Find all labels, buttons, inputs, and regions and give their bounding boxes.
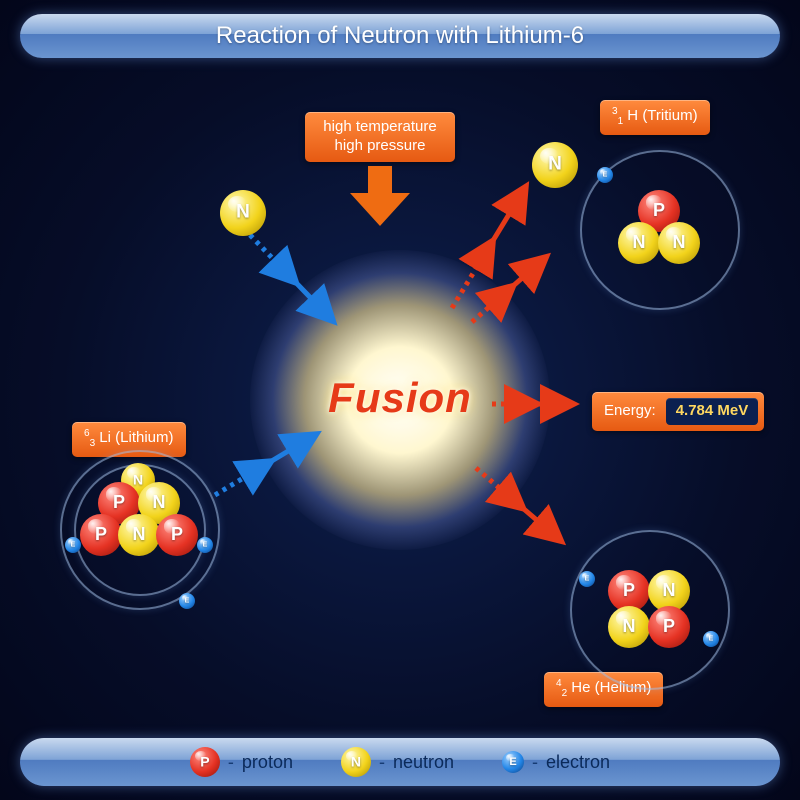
free-neutron: N [220,190,266,236]
conditions-label: high temperature high pressure [305,112,455,162]
electron-icon: E [502,751,524,773]
electron-icon: E [65,537,81,553]
down-arrow-icon [350,166,410,226]
electron-icon: E [197,537,213,553]
helium-atom: PNNPEE [570,530,730,690]
neutron-icon: N [658,222,700,264]
energy-label: Energy: 4.784 MeV [592,392,764,431]
neutron-icon: N [532,142,578,188]
neutron-icon: N [118,514,160,556]
legend-neutron: N - neutron [341,747,454,777]
electron-icon: E [179,593,195,609]
energy-value: 4.784 MeV [666,398,759,425]
proton-icon: P [648,606,690,648]
neutron-icon: N [608,606,650,648]
energy-text: Energy: [604,402,656,421]
electron-icon: E [703,631,719,647]
neutron-icon: N [341,747,371,777]
tritium-label: 31 H (Tritium) [600,100,710,135]
proton-icon: P [190,747,220,777]
conditions-line1: high temperature [317,118,443,137]
title-text: Reaction of Neutron with Lithium-6 [216,22,584,50]
fusion-text: Fusion [328,374,472,422]
neutron-icon: N [220,190,266,236]
free-neutron: N [532,142,578,188]
legend-electron: E - electron [502,751,610,773]
title-bar: Reaction of Neutron with Lithium-6 [20,14,780,58]
electron-icon: E [579,571,595,587]
neutron-icon: N [618,222,660,264]
electron-icon: E [597,167,613,183]
diagram-stage: Reaction of Neutron with Lithium-6 high … [0,0,800,800]
legend-bar: P - proton N - neutron E - electron [20,738,780,786]
proton-icon: P [156,514,198,556]
tritium-atom: PNNE [580,150,740,310]
legend-proton: P - proton [190,747,293,777]
proton-icon: P [80,514,122,556]
lithium-atom: PNPNPNEEE [60,450,220,610]
conditions-line2: high pressure [317,137,443,156]
